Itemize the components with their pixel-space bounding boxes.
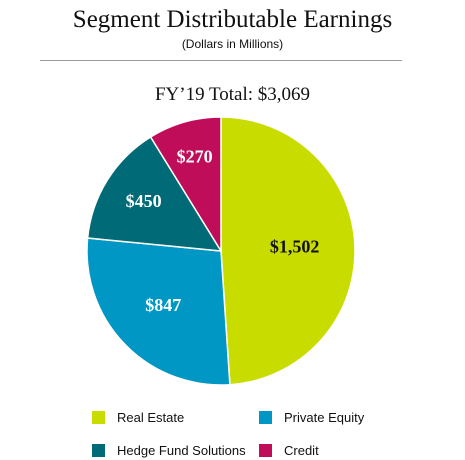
- pie-slice-hedge-fund-solutions: [86, 135, 223, 252]
- pie-slice-credit: [149, 116, 222, 254]
- data-label-credit: $270: [177, 146, 213, 166]
- data-label-private-equity: $847: [145, 295, 181, 315]
- legend-swatch: [259, 444, 272, 457]
- pie-slice-private-equity: [86, 237, 231, 386]
- legend-item-hedge-fund-solutions: Hedge Fund Solutions: [92, 443, 246, 458]
- pie-slice-real-estate: [220, 116, 356, 386]
- legend-item-private-equity: Private Equity: [259, 410, 364, 425]
- data-label-hedge-fund-solutions: $450: [126, 191, 162, 211]
- pie-chart: $1,502 $847 $450 $270: [86, 116, 356, 386]
- legend-item-real-estate: Real Estate: [92, 410, 184, 425]
- chart-title: Segment Distributable Earnings: [72, 6, 393, 33]
- legend-swatch: [259, 411, 272, 424]
- legend-swatch: [92, 411, 105, 424]
- chart-subtitle: (Dollars in Millions): [181, 37, 284, 51]
- title-divider: [40, 60, 402, 61]
- legend-label: Hedge Fund Solutions: [117, 443, 246, 458]
- legend-label: Real Estate: [117, 410, 185, 425]
- legend-label: Private Equity: [284, 410, 365, 425]
- legend-item-credit: Credit: [259, 443, 319, 458]
- pie-total-title: FY’19 Total: $3,069: [154, 84, 311, 105]
- legend-swatch: [92, 444, 105, 457]
- legend-label: Credit: [284, 443, 319, 458]
- data-label-real-estate: $1,502: [270, 237, 320, 257]
